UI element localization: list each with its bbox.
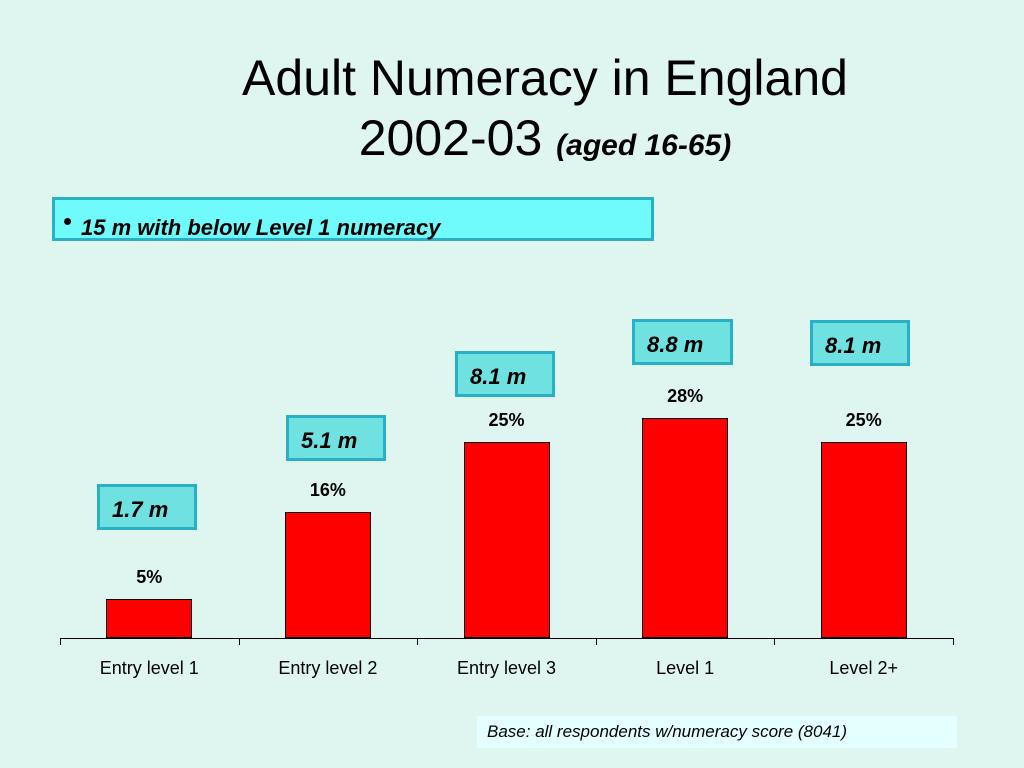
count-box-entry-level-1: 1.7 m bbox=[97, 484, 197, 530]
axis-tick bbox=[774, 638, 776, 645]
title-years: 2002-03 bbox=[358, 110, 543, 166]
bar bbox=[284, 512, 371, 638]
data-label: 5% bbox=[136, 566, 163, 587]
data-label: 25% bbox=[488, 409, 525, 430]
title-subtitle: (aged 16-65) bbox=[556, 129, 732, 162]
title-line-1: Adult Numeracy in England bbox=[242, 50, 848, 106]
title-line-2: 2002-03 (aged 16-65) bbox=[0, 108, 1024, 176]
bar bbox=[463, 441, 550, 638]
axis-tick bbox=[238, 638, 240, 645]
slide-title: Adult Numeracy in England 2002-03 (aged … bbox=[0, 48, 1024, 176]
count-box-level-1: 8.8 m bbox=[632, 319, 733, 365]
bar bbox=[642, 418, 729, 638]
category-label: Level 2+ bbox=[829, 658, 898, 678]
base-note: Base: all respondents w/numeracy score (… bbox=[477, 716, 957, 748]
count-box-level-2-plus: 8.1 m bbox=[810, 320, 910, 366]
category-label: Entry level 3 bbox=[456, 658, 556, 678]
count-box-entry-level-3: 8.1 m bbox=[455, 351, 555, 397]
x-axis bbox=[60, 638, 953, 639]
data-label: 16% bbox=[309, 480, 346, 501]
category-label: Entry level 2 bbox=[278, 658, 378, 678]
axis-tick bbox=[595, 638, 597, 645]
bar bbox=[820, 441, 907, 638]
count-box-entry-level-2: 5.1 m bbox=[286, 415, 386, 461]
category-label: Level 1 bbox=[656, 658, 715, 678]
bar bbox=[106, 598, 193, 638]
axis-tick bbox=[60, 638, 61, 645]
axis-tick bbox=[953, 638, 954, 645]
bullet-box: • 15 m with below Level 1 numeracy bbox=[52, 197, 654, 241]
bullet-text: 15 m with below Level 1 numeracy bbox=[81, 215, 441, 240]
data-label: 28% bbox=[667, 386, 704, 406]
bullet-dot: • bbox=[63, 206, 73, 236]
data-label: 25% bbox=[845, 409, 882, 430]
category-label: Entry level 1 bbox=[99, 658, 199, 678]
axis-tick bbox=[417, 638, 419, 645]
